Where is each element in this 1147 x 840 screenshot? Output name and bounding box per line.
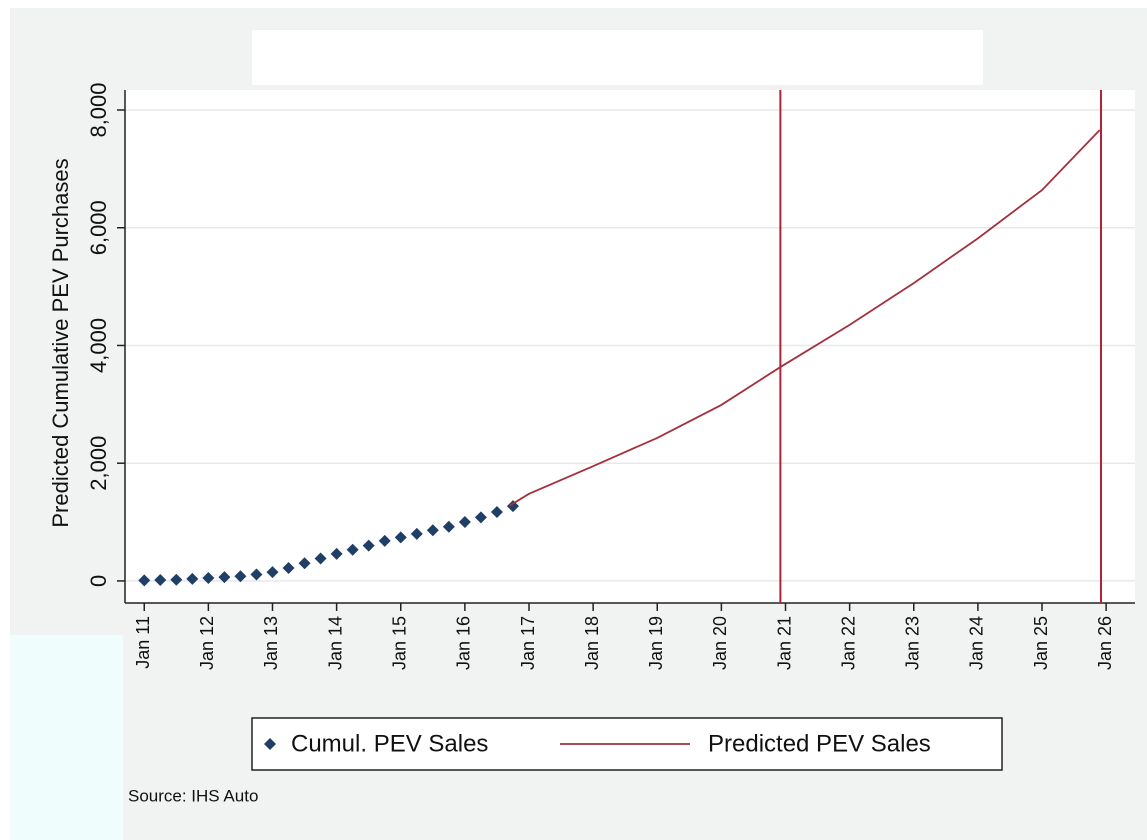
data-point	[458, 516, 471, 529]
data-point	[506, 500, 519, 513]
x-tick-label: Jan 12	[197, 616, 217, 670]
data-point	[170, 573, 183, 586]
title-box	[252, 30, 983, 85]
data-point	[314, 552, 327, 565]
y-axis-label: Predicted Cumulative PEV Purchases	[48, 158, 73, 527]
x-tick-label: Jan 26	[1095, 616, 1115, 670]
legend-marker	[264, 738, 276, 750]
x-tick-label: Jan 13	[261, 616, 281, 670]
x-tick-label: Jan 14	[325, 616, 345, 670]
y-tick-label: 6,000	[86, 200, 111, 255]
data-point	[410, 527, 423, 540]
source-note: Source: IHS Auto	[128, 786, 258, 805]
data-point	[442, 520, 455, 533]
legend-label: Predicted PEV Sales	[708, 730, 931, 757]
data-point	[218, 571, 231, 584]
data-point	[362, 539, 375, 552]
y-tick-label: 8,000	[86, 82, 111, 137]
legend	[251, 717, 1003, 771]
data-point	[490, 506, 503, 519]
x-tick-label: Jan 22	[838, 616, 858, 670]
data-point	[330, 547, 343, 560]
x-tick-label: Jan 11	[133, 616, 153, 669]
x-tick-label: Jan 20	[710, 616, 730, 670]
data-point	[154, 574, 167, 587]
x-tick-label: Jan 15	[389, 616, 409, 670]
data-point	[394, 531, 407, 544]
x-tick-label: Jan 18	[582, 616, 602, 670]
data-point	[250, 568, 263, 581]
data-point	[378, 534, 391, 547]
legend-label: Cumul. PEV Sales	[291, 730, 488, 757]
data-point	[202, 571, 215, 584]
y-tick-label: 0	[86, 575, 111, 587]
x-tick-label: Jan 16	[454, 616, 474, 670]
plot-area	[125, 90, 1135, 603]
data-point	[346, 543, 359, 556]
side-strip	[10, 635, 123, 840]
y-tick-label: 2,000	[86, 436, 111, 491]
y-tick-label: 4,000	[86, 318, 111, 373]
data-point	[298, 557, 311, 570]
x-tick-label: Jan 23	[903, 616, 923, 670]
x-tick-label: Jan 21	[774, 616, 794, 670]
data-point	[266, 566, 279, 579]
data-point	[474, 511, 487, 524]
data-point	[186, 572, 199, 585]
line	[509, 129, 1101, 507]
data-point	[426, 524, 439, 537]
x-tick-label: Jan 19	[646, 616, 666, 670]
data-point	[282, 561, 295, 574]
x-tick-label: Jan 24	[967, 616, 987, 670]
data-point	[234, 570, 247, 583]
x-tick-label: Jan 17	[518, 616, 538, 670]
x-tick-label: Jan 25	[1031, 616, 1051, 670]
data-point	[138, 574, 151, 587]
